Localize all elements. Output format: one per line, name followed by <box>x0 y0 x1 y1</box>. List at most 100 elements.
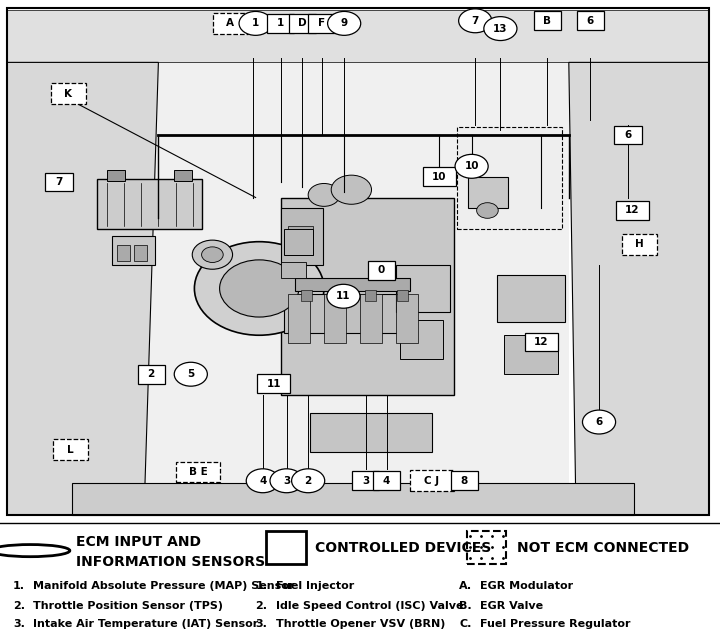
Text: F: F <box>318 18 325 28</box>
Bar <box>504 335 558 374</box>
Bar <box>497 275 565 323</box>
Text: 6: 6 <box>587 16 594 26</box>
Text: 12: 12 <box>625 205 639 215</box>
Bar <box>397 290 408 302</box>
Text: 12: 12 <box>534 337 549 347</box>
Text: 4: 4 <box>259 476 266 486</box>
Text: 10: 10 <box>432 172 446 181</box>
Bar <box>107 171 125 181</box>
Bar <box>360 294 382 343</box>
Text: C.: C. <box>459 619 472 629</box>
Text: H: H <box>635 239 644 249</box>
Text: A.: A. <box>459 581 472 591</box>
Bar <box>368 261 395 280</box>
Text: 0: 0 <box>378 265 385 275</box>
Bar <box>257 374 290 393</box>
Bar <box>284 294 407 333</box>
Text: 9: 9 <box>341 18 348 28</box>
Polygon shape <box>569 62 709 515</box>
Bar <box>138 365 165 384</box>
Circle shape <box>174 362 207 386</box>
Text: 11: 11 <box>266 379 281 389</box>
Text: 3: 3 <box>283 476 290 486</box>
Text: ECM INPUT AND: ECM INPUT AND <box>76 535 201 549</box>
Bar <box>97 180 202 229</box>
Text: A: A <box>226 18 235 28</box>
Bar <box>396 265 450 312</box>
Polygon shape <box>7 62 158 515</box>
Bar <box>525 333 558 352</box>
Text: 1.: 1. <box>256 581 268 591</box>
Text: 13: 13 <box>493 23 508 33</box>
Bar <box>134 245 147 261</box>
Circle shape <box>202 247 223 263</box>
Circle shape <box>455 154 488 178</box>
Circle shape <box>582 410 616 434</box>
Text: NOT ECM CONNECTED: NOT ECM CONNECTED <box>517 541 689 556</box>
Bar <box>7 10 709 62</box>
Bar <box>622 234 657 255</box>
Circle shape <box>246 469 279 493</box>
Circle shape <box>484 16 517 40</box>
Bar <box>467 530 506 564</box>
Text: Idle Speed Control (ISC) Valve: Idle Speed Control (ISC) Valve <box>276 601 463 610</box>
Circle shape <box>192 240 233 269</box>
Bar <box>176 462 220 483</box>
Bar <box>365 290 376 302</box>
Text: B: B <box>543 16 552 26</box>
Circle shape <box>327 284 360 308</box>
Bar <box>53 439 88 460</box>
Bar <box>614 126 642 144</box>
Text: 7: 7 <box>472 16 479 26</box>
Text: Intake Air Temperature (IAT) Sensor: Intake Air Temperature (IAT) Sensor <box>33 619 258 629</box>
Bar <box>400 319 443 358</box>
Text: EGR Modulator: EGR Modulator <box>480 581 572 591</box>
Bar <box>310 413 432 452</box>
Text: 3: 3 <box>362 476 369 486</box>
Text: 6: 6 <box>595 417 603 427</box>
Text: C J: C J <box>424 476 440 486</box>
Text: 2: 2 <box>305 476 312 486</box>
Bar <box>144 62 569 515</box>
Text: 2.: 2. <box>256 601 268 610</box>
Circle shape <box>459 9 492 33</box>
Bar <box>373 471 400 490</box>
Text: L: L <box>67 445 74 455</box>
Circle shape <box>292 469 325 493</box>
Bar <box>288 226 313 255</box>
Bar <box>45 173 73 192</box>
Text: 4: 4 <box>383 476 390 486</box>
Bar <box>266 530 306 564</box>
Bar <box>534 11 561 30</box>
Bar <box>289 14 316 33</box>
Text: CONTROLLED DEVICES: CONTROLLED DEVICES <box>315 541 492 556</box>
Text: 5: 5 <box>187 369 194 379</box>
Bar <box>333 290 344 302</box>
Circle shape <box>220 260 299 317</box>
Text: Throttle Position Sensor (TPS): Throttle Position Sensor (TPS) <box>33 601 223 610</box>
Text: 7: 7 <box>55 177 63 187</box>
Text: B E: B E <box>189 467 207 477</box>
Bar <box>281 263 306 278</box>
Text: 3.: 3. <box>13 619 24 629</box>
Text: Fuel Injector: Fuel Injector <box>276 581 354 591</box>
Bar <box>112 236 155 265</box>
Bar <box>51 83 86 104</box>
Bar <box>451 471 478 490</box>
Circle shape <box>328 11 361 35</box>
Circle shape <box>239 11 272 35</box>
Bar <box>457 127 562 229</box>
Circle shape <box>477 203 498 219</box>
Text: 6: 6 <box>624 130 631 140</box>
Bar <box>396 294 418 343</box>
Text: 1: 1 <box>277 18 284 28</box>
Text: Fuel Pressure Regulator: Fuel Pressure Regulator <box>480 619 630 629</box>
Bar <box>284 229 313 255</box>
Circle shape <box>331 175 372 204</box>
Circle shape <box>194 242 324 335</box>
Text: 1.: 1. <box>13 581 25 591</box>
Text: 11: 11 <box>336 291 351 301</box>
Bar <box>72 483 634 515</box>
Bar <box>288 294 310 343</box>
Text: Manifold Absolute Pressure (MAP) Sensor: Manifold Absolute Pressure (MAP) Sensor <box>33 581 294 591</box>
